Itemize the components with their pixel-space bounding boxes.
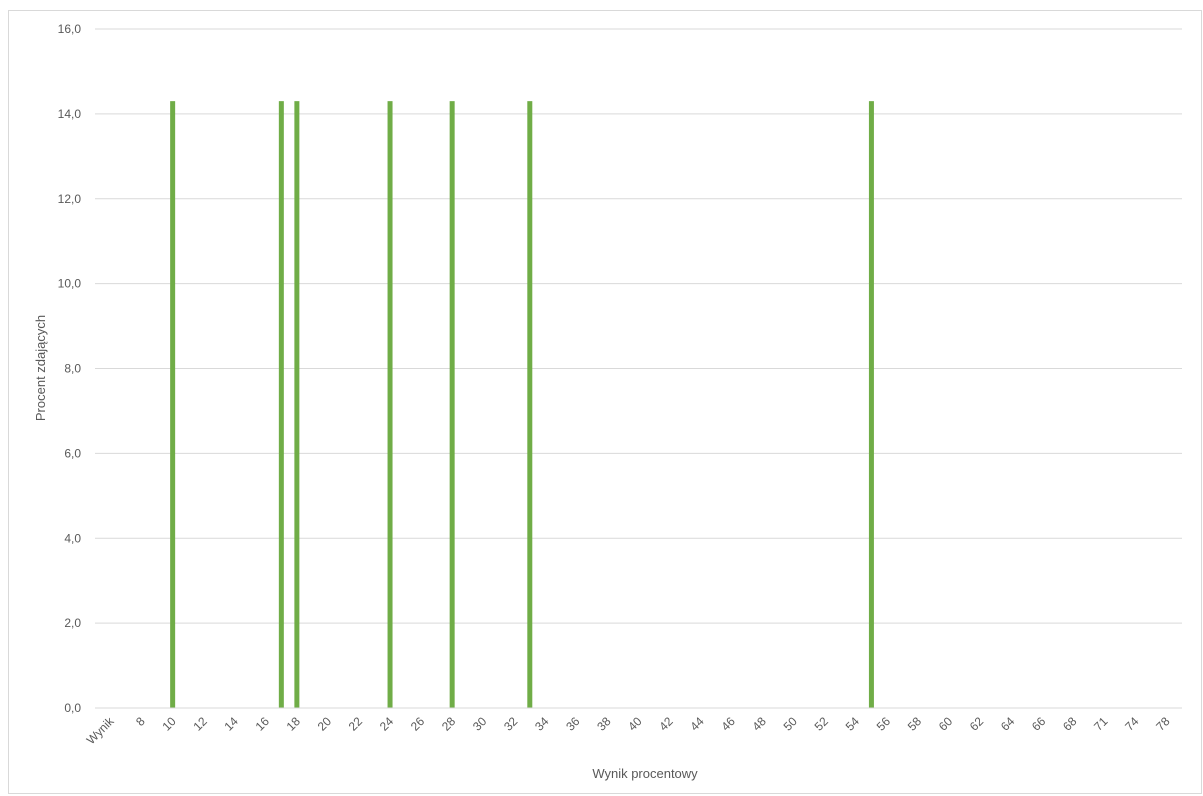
bar [170,101,176,709]
bars [170,101,874,709]
x-axis-title: Wynik procentowy [592,766,698,781]
y-tick-label: 12,0 [58,192,82,206]
x-tick-label: 14 [222,714,242,734]
x-tick-label: 64 [998,714,1018,734]
bar [294,101,300,709]
y-tick-label: 8,0 [64,362,81,376]
x-tick-label: 50 [781,714,801,734]
x-tick-label: 22 [346,714,366,734]
y-axis-title: Procent zdających [33,315,48,421]
bar [278,101,284,709]
bar [868,101,874,709]
x-tick-label: 24 [377,714,397,734]
y-tick-label: 6,0 [64,446,81,460]
bar [449,101,455,709]
x-tick-label: 32 [501,714,521,734]
y-tick-label: 4,0 [64,531,81,545]
x-tick-labels: Wynik 8 10 12 14 16 18 20 22 24 26 28 30 32 34 36 38 40 42… [84,714,1173,748]
x-tick-label: 8 [133,714,148,729]
x-tick-label: 10 [159,714,179,734]
y-tick-label: 16,0 [58,22,82,36]
x-tick-label: 44 [687,714,707,734]
y-tick-label: 14,0 [58,107,82,121]
x-tick-label: 68 [1060,714,1080,734]
x-tick-label: 58 [905,714,925,734]
x-tick-label: 46 [718,714,738,734]
x-tick-label: 20 [315,714,335,734]
y-tick-label: 10,0 [58,277,82,291]
x-tick-label: 40 [625,714,645,734]
x-tick-label: 54 [843,714,863,734]
x-tick-label: 36 [563,714,583,734]
x-tick-label: 26 [408,714,428,734]
x-tick-label: 48 [750,714,770,734]
x-tick-label: 52 [812,714,832,734]
x-tick-label: 28 [439,714,459,734]
y-tick-label: 2,0 [64,616,81,630]
x-tick-label: 30 [470,714,490,734]
x-tick-label: 12 [190,714,210,734]
x-tick-label: 56 [874,714,894,734]
x-tick-label: 78 [1153,714,1173,734]
x-tick-label: 66 [1029,714,1049,734]
x-tick-label: 74 [1122,714,1142,734]
y-tick-labels: 0,0 2,0 4,0 6,0 8,0 10,0 12,0 14,0 16,0 [58,22,82,715]
y-tick-label: 0,0 [64,701,81,715]
chart-frame [8,10,1202,794]
x-tick-label: 34 [532,714,552,734]
x-tick-label: 38 [594,714,614,734]
x-tick-label: 71 [1091,714,1111,734]
x-tick-label: 16 [253,714,273,734]
x-tick-label: Wynik [84,714,118,748]
gridlines [95,28,1182,624]
x-tick-label: 18 [284,714,304,734]
bar [527,101,533,709]
bar [387,101,393,709]
x-tick-label: 60 [936,714,956,734]
x-tick-label: 62 [967,714,987,734]
x-tick-label: 42 [656,714,676,734]
